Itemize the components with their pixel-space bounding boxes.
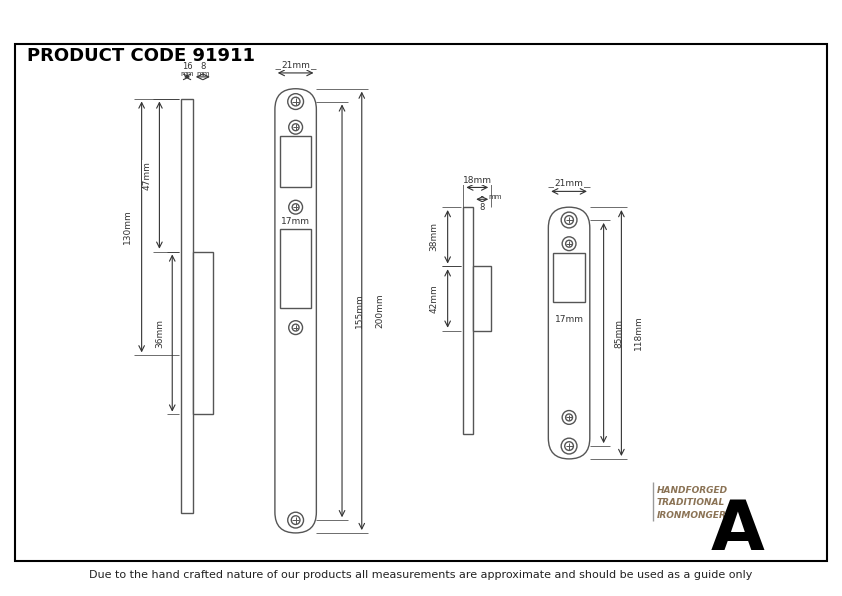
Text: PRODUCT CODE 91911: PRODUCT CODE 91911 [27,47,255,65]
Text: 16: 16 [182,62,192,71]
Bar [553,253,585,302]
Text: 130mm: 130mm [123,210,132,244]
Circle shape [288,512,303,528]
Text: mm: mm [488,194,502,200]
Text: 18mm: 18mm [463,176,492,185]
Bar [280,136,312,187]
Circle shape [292,204,299,210]
Circle shape [566,240,573,247]
Circle shape [561,438,577,454]
Circle shape [289,200,302,214]
Text: 21mm: 21mm [555,179,584,188]
Text: 8: 8 [200,62,205,71]
Text: Due to the hand crafted nature of our products all measurements are approximate : Due to the hand crafted nature of our pr… [89,570,753,581]
Bar [463,207,473,434]
Circle shape [291,516,300,524]
Text: 17mm: 17mm [281,216,310,225]
FancyBboxPatch shape [274,89,317,533]
Circle shape [565,216,573,224]
Text: mm: mm [180,71,194,77]
Circle shape [566,414,573,421]
Circle shape [562,237,576,250]
Bar [193,252,213,414]
Text: 47mm: 47mm [142,161,151,190]
Circle shape [292,124,299,131]
Text: 8: 8 [479,203,485,212]
Text: 21mm: 21mm [281,61,310,70]
Text: A: A [711,498,765,564]
Bar [181,98,193,513]
Bar [280,229,312,308]
Text: 85mm: 85mm [614,318,623,347]
Text: TRADITIONAL: TRADITIONAL [657,498,725,507]
Circle shape [565,442,573,451]
Text: 42mm: 42mm [429,284,439,313]
Circle shape [291,97,300,106]
Text: 36mm: 36mm [155,318,164,347]
Circle shape [289,120,302,134]
Text: 118mm: 118mm [634,316,642,350]
Circle shape [288,94,303,110]
Circle shape [292,324,299,331]
Text: 38mm: 38mm [429,222,439,252]
Text: 155mm: 155mm [355,293,365,328]
Circle shape [562,411,576,424]
Text: 17mm: 17mm [555,315,584,324]
Text: IRONMONGERY: IRONMONGERY [657,511,733,520]
Circle shape [561,212,577,228]
Circle shape [289,321,302,334]
Text: mm: mm [196,71,210,77]
Text: HANDFORGED: HANDFORGED [657,486,728,495]
Text: 200mm: 200mm [375,293,384,328]
Bar [15,44,827,561]
Bar [473,266,491,331]
FancyBboxPatch shape [548,207,589,459]
